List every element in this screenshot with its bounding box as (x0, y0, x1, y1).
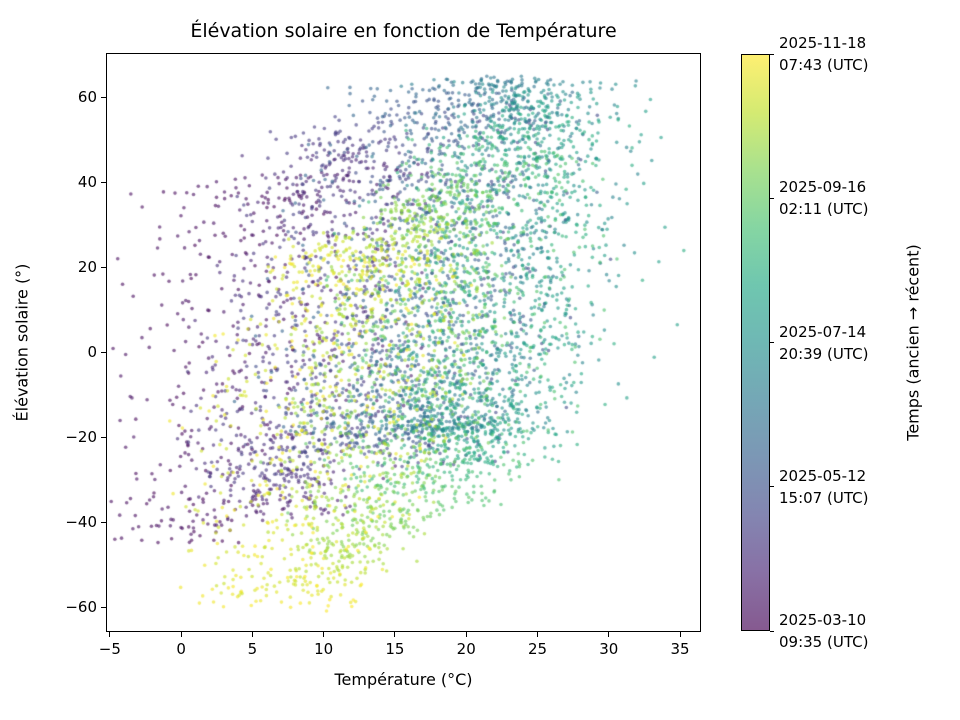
colorbar-tick-label: 2025-09-16 02:11 (UTC) (779, 178, 869, 219)
x-tick-mark (323, 632, 325, 637)
x-tick-label: 15 (385, 640, 405, 658)
colorbar-tick-label: 2025-03-10 09:35 (UTC) (779, 611, 869, 651)
x-axis-label: Température (°C) (334, 670, 473, 689)
colorbar-label-wrap: Temps (ancien → récent) (898, 54, 928, 631)
colorbar-tick-mark (770, 197, 774, 199)
colorbar-tick-label: 2025-05-12 15:07 (UTC) (779, 466, 869, 507)
x-tick-mark (180, 632, 182, 637)
y-tick-mark (101, 521, 106, 523)
x-tick-label: 0 (176, 640, 186, 658)
colorbar-tick-label: 2025-07-14 20:39 (UTC) (779, 322, 869, 363)
x-tick-mark (679, 632, 681, 637)
colorbar-label: Temps (ancien → récent) (903, 244, 923, 441)
y-tick-label: −40 (65, 513, 97, 532)
x-tick-mark (251, 632, 253, 637)
x-tick-label: −5 (98, 640, 121, 658)
x-tick-label: 10 (314, 640, 334, 658)
x-tick-mark (109, 632, 111, 637)
colorbar-tick-mark (770, 630, 774, 632)
y-tick-label: 20 (77, 258, 97, 277)
colorbar-tick-mark (770, 486, 774, 488)
colorbar-tick-mark (770, 342, 774, 343)
colorbar-tick-label: 2025-11-18 07:43 (UTC) (779, 34, 869, 74)
y-tick-mark (101, 606, 106, 608)
x-tick-mark (394, 632, 396, 637)
colorbar-gradient (742, 55, 769, 630)
scatter-canvas (106, 53, 701, 632)
y-tick-label: −60 (65, 598, 97, 617)
x-tick-label: 20 (456, 640, 476, 658)
colorbar-tick-mark (770, 53, 774, 55)
x-tick-label: 30 (599, 640, 619, 658)
y-tick-mark (101, 96, 106, 98)
x-tick-mark (536, 632, 538, 637)
y-tick-label: −20 (65, 428, 97, 447)
y-tick-mark (101, 181, 106, 183)
x-tick-label: 35 (670, 640, 690, 658)
y-tick-label: 60 (77, 88, 97, 107)
y-tick-mark (101, 266, 106, 268)
y-tick-mark (101, 436, 106, 438)
x-tick-label: 25 (527, 640, 548, 658)
colorbar (741, 54, 770, 631)
x-tick-label: 5 (247, 640, 258, 658)
chart-title: Élévation solaire en fonction de Tempéra… (190, 20, 617, 42)
y-tick-label: 0 (87, 343, 97, 362)
x-tick-mark (608, 632, 610, 637)
x-tick-mark (465, 632, 467, 637)
y-tick-label: 40 (77, 173, 97, 192)
y-tick-mark (101, 351, 106, 353)
